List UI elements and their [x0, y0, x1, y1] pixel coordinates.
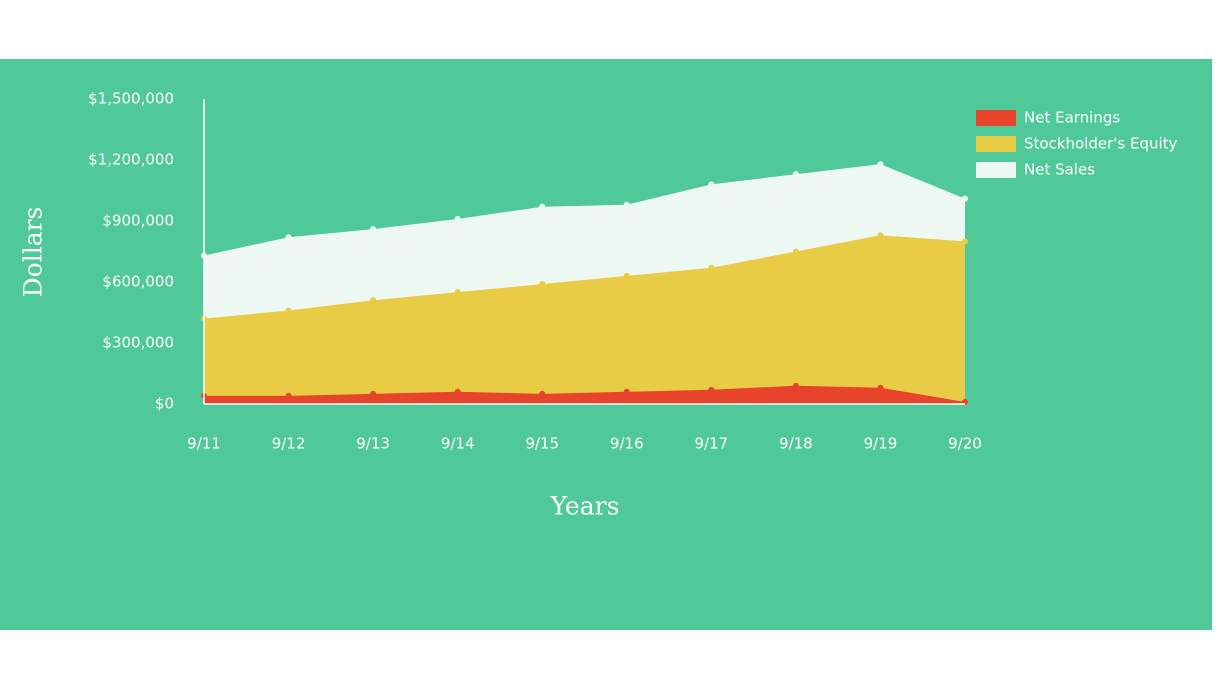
point	[877, 232, 884, 239]
point	[370, 297, 377, 304]
point	[708, 181, 715, 188]
x-tick-label: 9/19	[864, 435, 898, 453]
y-tick-label: $300,000	[102, 334, 174, 352]
x-tick-label: 9/15	[525, 435, 559, 453]
y-axis-title: Dollars	[19, 207, 48, 298]
point	[285, 234, 292, 241]
legend-swatch	[976, 110, 1016, 126]
x-tick-label: 9/18	[779, 435, 813, 453]
point	[454, 289, 461, 296]
point	[454, 388, 461, 395]
y-tick-label: $600,000	[102, 273, 174, 291]
x-axis-title: Years	[550, 492, 620, 521]
y-tick-label: $1,500,000	[88, 90, 174, 108]
x-tick-label: 9/13	[356, 435, 390, 453]
point	[962, 238, 968, 245]
point	[962, 195, 968, 202]
point	[623, 388, 630, 395]
point	[708, 264, 715, 271]
point	[877, 161, 884, 168]
point	[454, 215, 461, 222]
x-tick-label: 9/16	[610, 435, 644, 453]
legend-label: Stockholder's Equity	[1024, 135, 1178, 153]
point	[285, 392, 292, 399]
x-tick-label: 9/12	[272, 435, 306, 453]
point	[792, 382, 799, 389]
point	[623, 201, 630, 208]
point	[370, 226, 377, 233]
point	[792, 248, 799, 255]
area	[204, 385, 965, 404]
point	[792, 171, 799, 178]
point	[370, 390, 377, 397]
legend-label: Net Sales	[1024, 161, 1095, 179]
point	[539, 203, 546, 210]
legend-swatch	[976, 162, 1016, 178]
point	[708, 386, 715, 393]
y-tick-label: $900,000	[102, 212, 174, 230]
x-tick-label: 9/17	[694, 435, 728, 453]
point	[539, 390, 546, 397]
x-tick-label: 9/11	[187, 435, 221, 453]
point	[285, 307, 292, 314]
legend-label: Net Earnings	[1024, 109, 1120, 127]
x-tick-label: 9/14	[441, 435, 475, 453]
x-tick-label: 9/20	[948, 435, 982, 453]
y-tick-label: $1,200,000	[88, 151, 174, 169]
y-tick-label: $0	[155, 395, 174, 413]
area	[204, 235, 965, 404]
point	[623, 272, 630, 279]
point	[877, 384, 884, 391]
legend-swatch	[976, 136, 1016, 152]
point	[539, 281, 546, 288]
